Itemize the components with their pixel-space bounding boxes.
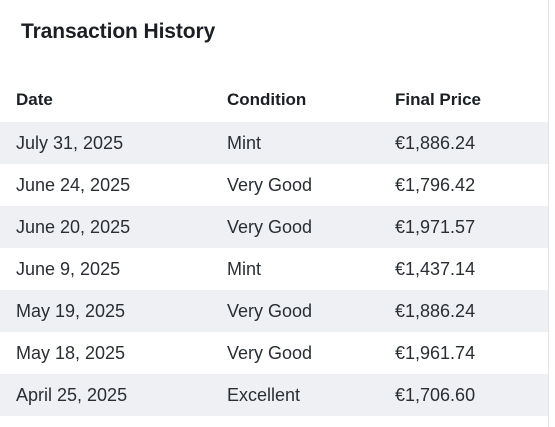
- cell-condition: Very Good: [211, 206, 379, 248]
- cell-date: June 20, 2025: [0, 206, 211, 248]
- cell-final-price: €1,886.24: [379, 290, 548, 332]
- cell-date: May 19, 2025: [0, 290, 211, 332]
- cell-final-price: €1,706.60: [379, 374, 548, 416]
- cell-condition: Mint: [227, 258, 262, 279]
- cell-condition: Mint: [211, 122, 379, 164]
- cell-final-price: €1,971.57: [379, 206, 548, 248]
- cell-final-price: €1,796.42: [395, 174, 476, 195]
- table-body: July 31, 2025 Mint €1,886.24 June 24, 20…: [0, 122, 548, 416]
- cell-final-price: €1,437.14: [395, 258, 476, 279]
- table-row: May 19, 2025 Very Good €1,886.24: [0, 290, 548, 332]
- card-title: Transaction History: [21, 20, 216, 43]
- cell-final-price: €1,886.24: [379, 122, 548, 164]
- table-row: June 20, 2025 Very Good €1,971.57: [0, 206, 548, 248]
- table-row: April 25, 2025 Excellent €1,706.60: [0, 374, 548, 416]
- cell-condition: Very Good: [211, 290, 379, 332]
- transaction-table: Date Condition Final Price July 31, 2025…: [0, 78, 548, 416]
- column-header-condition: Condition: [227, 90, 307, 109]
- table-row: June 9, 2025 Mint €1,437.14: [0, 248, 548, 290]
- cell-condition: Very Good: [227, 342, 313, 363]
- cell-condition: Very Good: [227, 174, 313, 195]
- column-header-date: Date: [16, 90, 53, 109]
- table-row: May 18, 2025 Very Good €1,961.74: [0, 332, 548, 374]
- cell-condition: Excellent: [211, 374, 379, 416]
- table-row: June 24, 2025 Very Good €1,796.42: [0, 164, 548, 206]
- cell-final-price: €1,961.74: [395, 342, 476, 363]
- header-row: Date Condition Final Price: [0, 78, 548, 122]
- cell-date: April 25, 2025: [0, 374, 211, 416]
- cell-date: June 24, 2025: [16, 174, 131, 195]
- column-header-final-price: Final Price: [395, 90, 481, 109]
- table-header: Date Condition Final Price: [0, 78, 548, 122]
- cell-date: May 18, 2025: [16, 342, 126, 363]
- table-row: July 31, 2025 Mint €1,886.24: [0, 122, 548, 164]
- cell-date: July 31, 2025: [0, 122, 211, 164]
- cell-date: June 9, 2025: [16, 258, 121, 279]
